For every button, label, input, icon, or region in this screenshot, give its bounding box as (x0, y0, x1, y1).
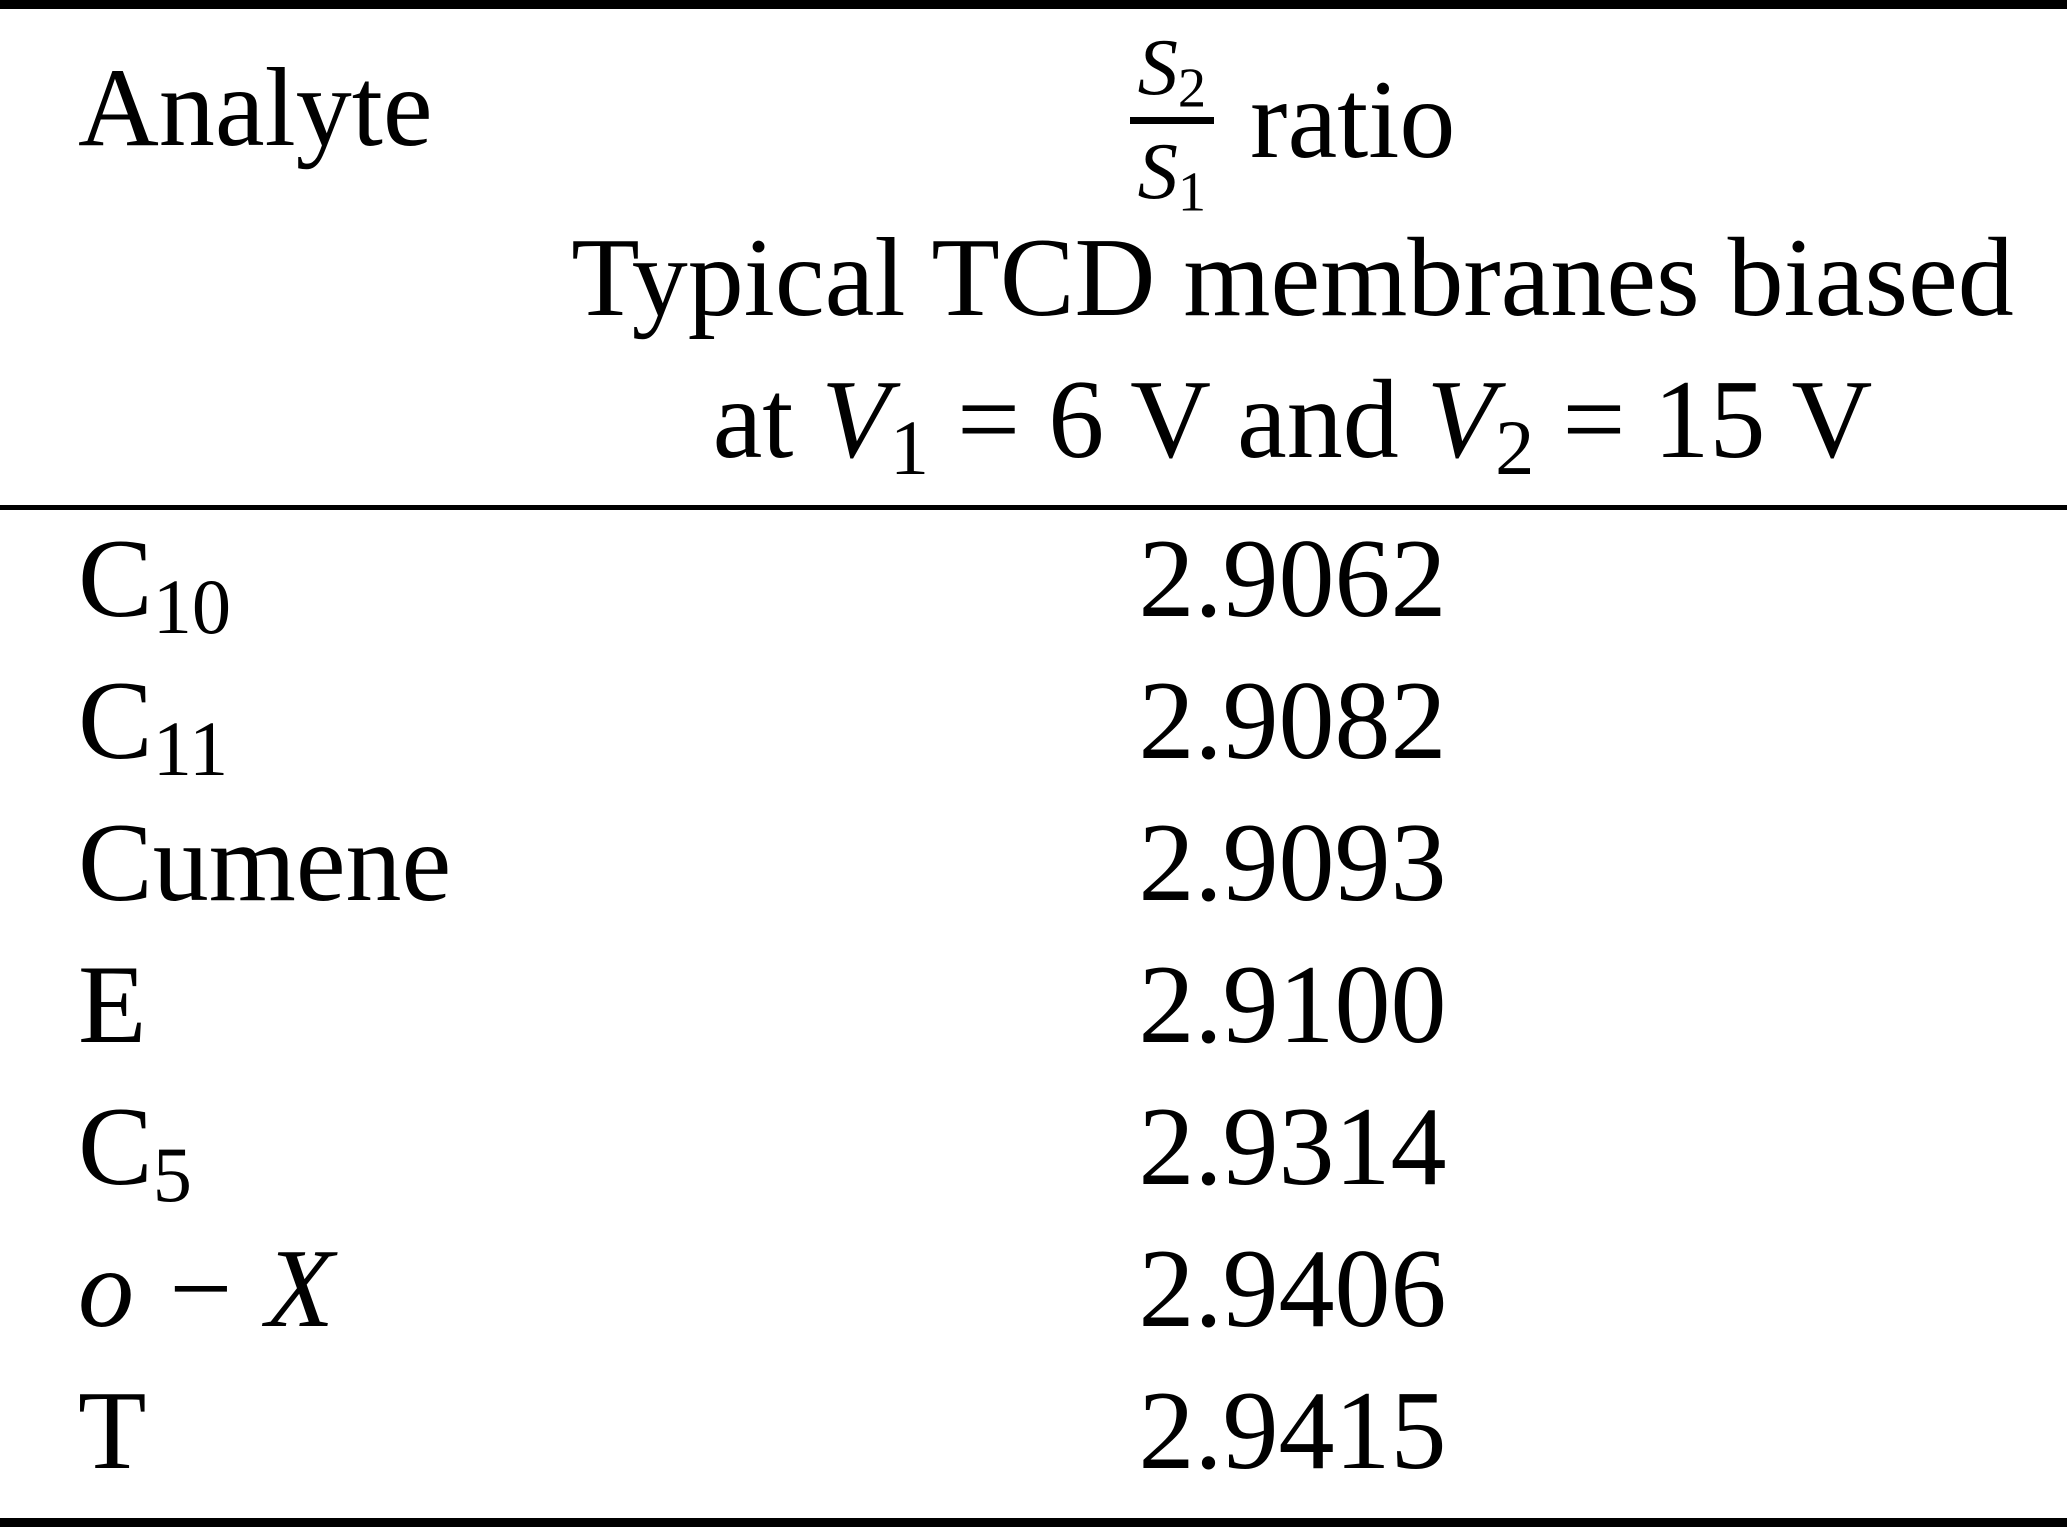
table-row: C5 2.9314 (0, 1076, 2067, 1218)
voltage-subscript-1: 1 (889, 404, 930, 492)
header-subtitle-line1: Typical TCD membranes biased (571, 216, 2014, 341)
table-row: E 2.9100 (0, 934, 2067, 1076)
table-bottom-rule (0, 1518, 2067, 1527)
voltage-subscript-2: 2 (1495, 404, 1535, 492)
ratio-value: 2.9406 (1138, 1227, 1447, 1351)
analyte-label: C5 (78, 1085, 192, 1219)
fraction-bar (1129, 116, 1215, 124)
analyte-label: E (78, 943, 147, 1067)
analyte-label: T (78, 1369, 147, 1493)
analyte-subscript: 10 (152, 563, 232, 651)
column-header-analyte: Analyte (78, 46, 433, 170)
ratio-value: 2.9314 (1138, 1085, 1447, 1209)
ratio-header-line: S2 S1 ratio (540, 23, 2045, 224)
table-row: Cumene 2.9093 (0, 792, 2067, 934)
analyte-label: C10 (78, 517, 232, 651)
table-body: C10 2.9062 C11 2.9082 Cumene 2.9093 E 2.… (0, 508, 2067, 1502)
table-row: C11 2.9082 (0, 650, 2067, 792)
table-row: o − X 2.9406 (0, 1218, 2067, 1360)
analyte-subscript: 5 (152, 1131, 192, 1219)
denominator-subscript: 1 (1177, 161, 1207, 224)
table-top-rule (0, 0, 2067, 9)
voltage-symbol-v1: V (821, 358, 890, 483)
ratio-value: 2.9100 (1138, 943, 1447, 1067)
ratio-value: 2.9082 (1138, 659, 1447, 783)
analyte-subscript: 11 (152, 705, 229, 793)
s2-s1-fraction: S2 S1 (1129, 23, 1215, 224)
ratio-value: 2.9415 (1138, 1369, 1447, 1493)
voltage-symbol-v2: V (1426, 358, 1496, 483)
fraction-denominator: S1 (1137, 126, 1207, 224)
analyte-label: C11 (78, 659, 229, 793)
column-header-ratio: S2 S1 ratio Typical TCD membranes biased… (540, 23, 2045, 492)
ratio-value: 2.9093 (1138, 801, 1447, 925)
fraction-numerator: S2 (1137, 23, 1207, 120)
ratio-value: 2.9062 (1138, 517, 1447, 641)
ratio-word: ratio (1250, 57, 1456, 182)
analyte-label: o − X (78, 1227, 334, 1351)
numerator-subscript: 2 (1177, 57, 1207, 120)
table-header-rule (0, 505, 2067, 510)
analyte-label: Cumene (78, 801, 452, 925)
table-row: T 2.9415 (0, 1360, 2067, 1502)
header-subtitle-line2: at V1 = 6 V and V2 = 15 V (712, 358, 1873, 492)
table-row: C10 2.9062 (0, 508, 2067, 650)
